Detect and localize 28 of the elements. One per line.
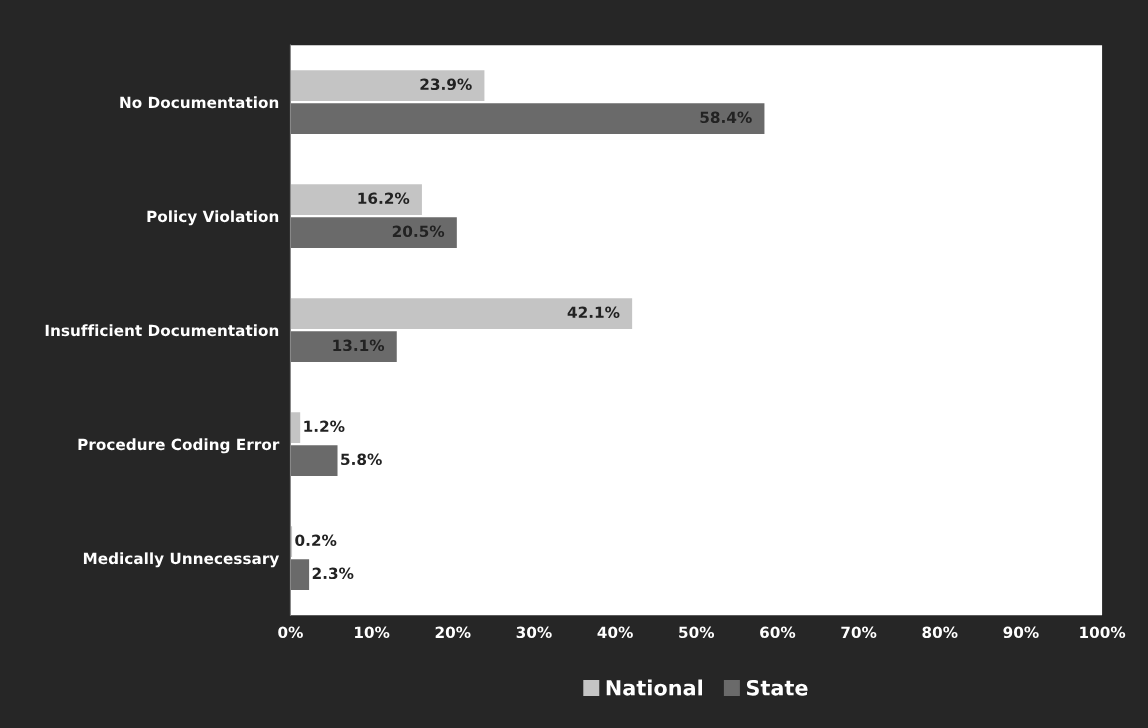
data-label: 0.2% [295,534,337,547]
x-tick-label: 60% [760,626,796,639]
x-tick-label: 40% [597,626,633,639]
y-tick-label: Insufficient Documentation [45,324,279,337]
data-label: 13.1% [333,339,385,352]
data-label: 5.8% [341,453,382,466]
x-tick-label: 0% [278,626,303,639]
data-label: 20.5% [392,225,445,238]
x-tick-label: 90% [1003,626,1039,639]
y-tick-label: Policy Violation [147,210,279,226]
data-label: 1.2% [304,420,345,433]
data-label: 58.4% [700,111,752,124]
x-tick-label: 50% [679,626,715,639]
legend-label: National [606,679,703,696]
data-label: 16.2% [358,192,410,205]
x-tick-label: 80% [922,626,958,639]
x-tick-label: 10% [355,626,390,639]
y-tick-label: Procedure Coding Error [78,438,280,454]
legend-label: State [746,679,808,696]
x-tick-label: 100% [1080,626,1126,639]
y-tick-label: Medically Unnecessary [83,552,280,568]
data-label: 2.3% [312,567,354,580]
x-tick-label: 20% [435,626,471,639]
y-tick-label: No Documentation [120,96,279,109]
data-label: 42.1% [567,306,620,319]
data-label: 23.9% [420,78,472,91]
x-tick-label: 70% [841,626,877,639]
x-tick-label: 30% [516,626,552,639]
